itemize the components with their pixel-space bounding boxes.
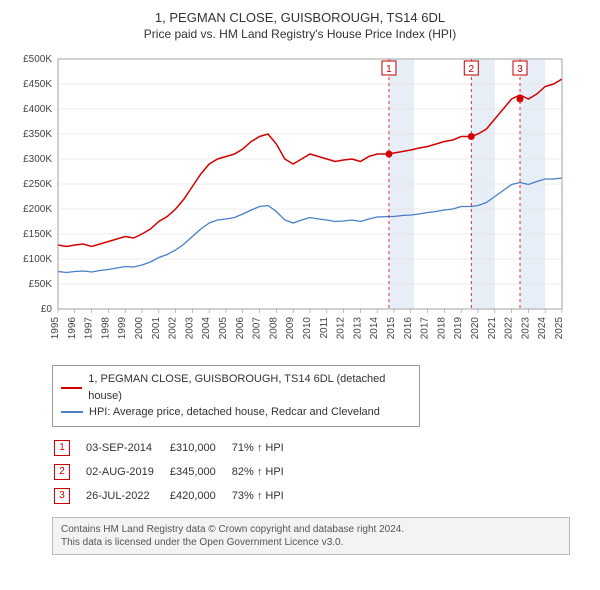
legend-swatch bbox=[61, 411, 83, 413]
price-chart-svg: £0 £50K £100K £150K £200K £250K £300K £350K £400… bbox=[10, 49, 570, 359]
event-marker-badge: 3 bbox=[54, 488, 70, 504]
legend-item: 1, PEGMAN CLOSE, GUISBOROUGH, TS14 6DL (… bbox=[61, 371, 411, 404]
svg-text:£150K: £150K bbox=[23, 229, 52, 240]
event-price: £310,000 bbox=[170, 437, 230, 459]
svg-text:2019: 2019 bbox=[453, 317, 464, 340]
svg-text:2022: 2022 bbox=[504, 317, 515, 340]
svg-text:2008: 2008 bbox=[268, 317, 279, 340]
svg-text:1999: 1999 bbox=[117, 317, 128, 340]
svg-text:£200K: £200K bbox=[23, 204, 52, 215]
svg-text:2004: 2004 bbox=[201, 317, 212, 340]
svg-text:1: 1 bbox=[386, 64, 392, 75]
table-row: 2 02-AUG-2019 £345,000 82% ↑ HPI bbox=[54, 461, 298, 483]
legend-swatch bbox=[61, 387, 82, 389]
table-row: 1 03-SEP-2014 £310,000 71% ↑ HPI bbox=[54, 437, 298, 459]
svg-text:2012: 2012 bbox=[336, 317, 347, 340]
svg-text:1995: 1995 bbox=[50, 317, 61, 340]
svg-text:2005: 2005 bbox=[218, 317, 229, 340]
svg-text:2021: 2021 bbox=[487, 317, 498, 340]
legend-item: HPI: Average price, detached house, Redc… bbox=[61, 404, 411, 421]
svg-text:2007: 2007 bbox=[252, 317, 263, 340]
svg-text:£450K: £450K bbox=[23, 79, 52, 90]
events-table: 1 03-SEP-2014 £310,000 71% ↑ HPI 2 02-AU… bbox=[52, 435, 300, 509]
svg-text:2003: 2003 bbox=[184, 317, 195, 340]
svg-text:£350K: £350K bbox=[23, 129, 52, 140]
svg-text:1998: 1998 bbox=[100, 317, 111, 340]
svg-text:£400K: £400K bbox=[23, 104, 52, 115]
svg-text:2002: 2002 bbox=[168, 317, 179, 340]
svg-text:£250K: £250K bbox=[23, 179, 52, 190]
svg-text:£0: £0 bbox=[41, 304, 53, 315]
chart-subtitle: Price paid vs. HM Land Registry's House … bbox=[10, 27, 590, 41]
event-marker-badge: 1 bbox=[54, 440, 70, 456]
svg-text:2016: 2016 bbox=[403, 317, 414, 340]
table-row: 3 26-JUL-2022 £420,000 73% ↑ HPI bbox=[54, 485, 298, 507]
event-date: 03-SEP-2014 bbox=[86, 437, 168, 459]
svg-text:2013: 2013 bbox=[352, 317, 363, 340]
legend-label: HPI: Average price, detached house, Redc… bbox=[89, 404, 380, 421]
svg-text:2000: 2000 bbox=[134, 317, 145, 340]
event-date: 02-AUG-2019 bbox=[86, 461, 168, 483]
chart-title: 1, PEGMAN CLOSE, GUISBOROUGH, TS14 6DL bbox=[10, 10, 590, 25]
event-price: £345,000 bbox=[170, 461, 230, 483]
event-marker-badge: 2 bbox=[54, 464, 70, 480]
event-date: 26-JUL-2022 bbox=[86, 485, 168, 507]
footer-attribution: Contains HM Land Registry data © Crown c… bbox=[52, 517, 570, 555]
svg-text:£50K: £50K bbox=[29, 279, 53, 290]
legend: 1, PEGMAN CLOSE, GUISBOROUGH, TS14 6DL (… bbox=[52, 365, 420, 427]
chart-area: £0 £50K £100K £150K £200K £250K £300K £350K £400… bbox=[10, 49, 590, 359]
svg-text:2015: 2015 bbox=[386, 317, 397, 340]
svg-text:2001: 2001 bbox=[151, 317, 162, 340]
svg-text:£100K: £100K bbox=[23, 254, 52, 265]
svg-text:2017: 2017 bbox=[420, 317, 431, 340]
footer-line: Contains HM Land Registry data © Crown c… bbox=[61, 523, 561, 536]
svg-text:2023: 2023 bbox=[520, 317, 531, 340]
svg-text:2020: 2020 bbox=[470, 317, 481, 340]
svg-text:3: 3 bbox=[517, 64, 523, 75]
svg-text:2018: 2018 bbox=[436, 317, 447, 340]
legend-label: 1, PEGMAN CLOSE, GUISBOROUGH, TS14 6DL (… bbox=[88, 371, 411, 404]
svg-text:2: 2 bbox=[468, 64, 474, 75]
svg-text:2024: 2024 bbox=[537, 317, 548, 340]
svg-text:1997: 1997 bbox=[84, 317, 95, 340]
event-price: £420,000 bbox=[170, 485, 230, 507]
footer-line: This data is licensed under the Open Gov… bbox=[61, 536, 561, 549]
svg-text:£300K: £300K bbox=[23, 154, 52, 165]
event-pct: 82% ↑ HPI bbox=[232, 461, 298, 483]
svg-text:2025: 2025 bbox=[554, 317, 565, 340]
svg-text:1996: 1996 bbox=[67, 317, 78, 340]
svg-text:2014: 2014 bbox=[369, 317, 380, 340]
event-pct: 73% ↑ HPI bbox=[232, 485, 298, 507]
svg-text:£500K: £500K bbox=[23, 54, 52, 65]
svg-text:2011: 2011 bbox=[319, 317, 330, 339]
event-pct: 71% ↑ HPI bbox=[232, 437, 298, 459]
svg-text:2006: 2006 bbox=[235, 317, 246, 340]
svg-text:2010: 2010 bbox=[302, 317, 313, 340]
svg-text:2009: 2009 bbox=[285, 317, 296, 340]
